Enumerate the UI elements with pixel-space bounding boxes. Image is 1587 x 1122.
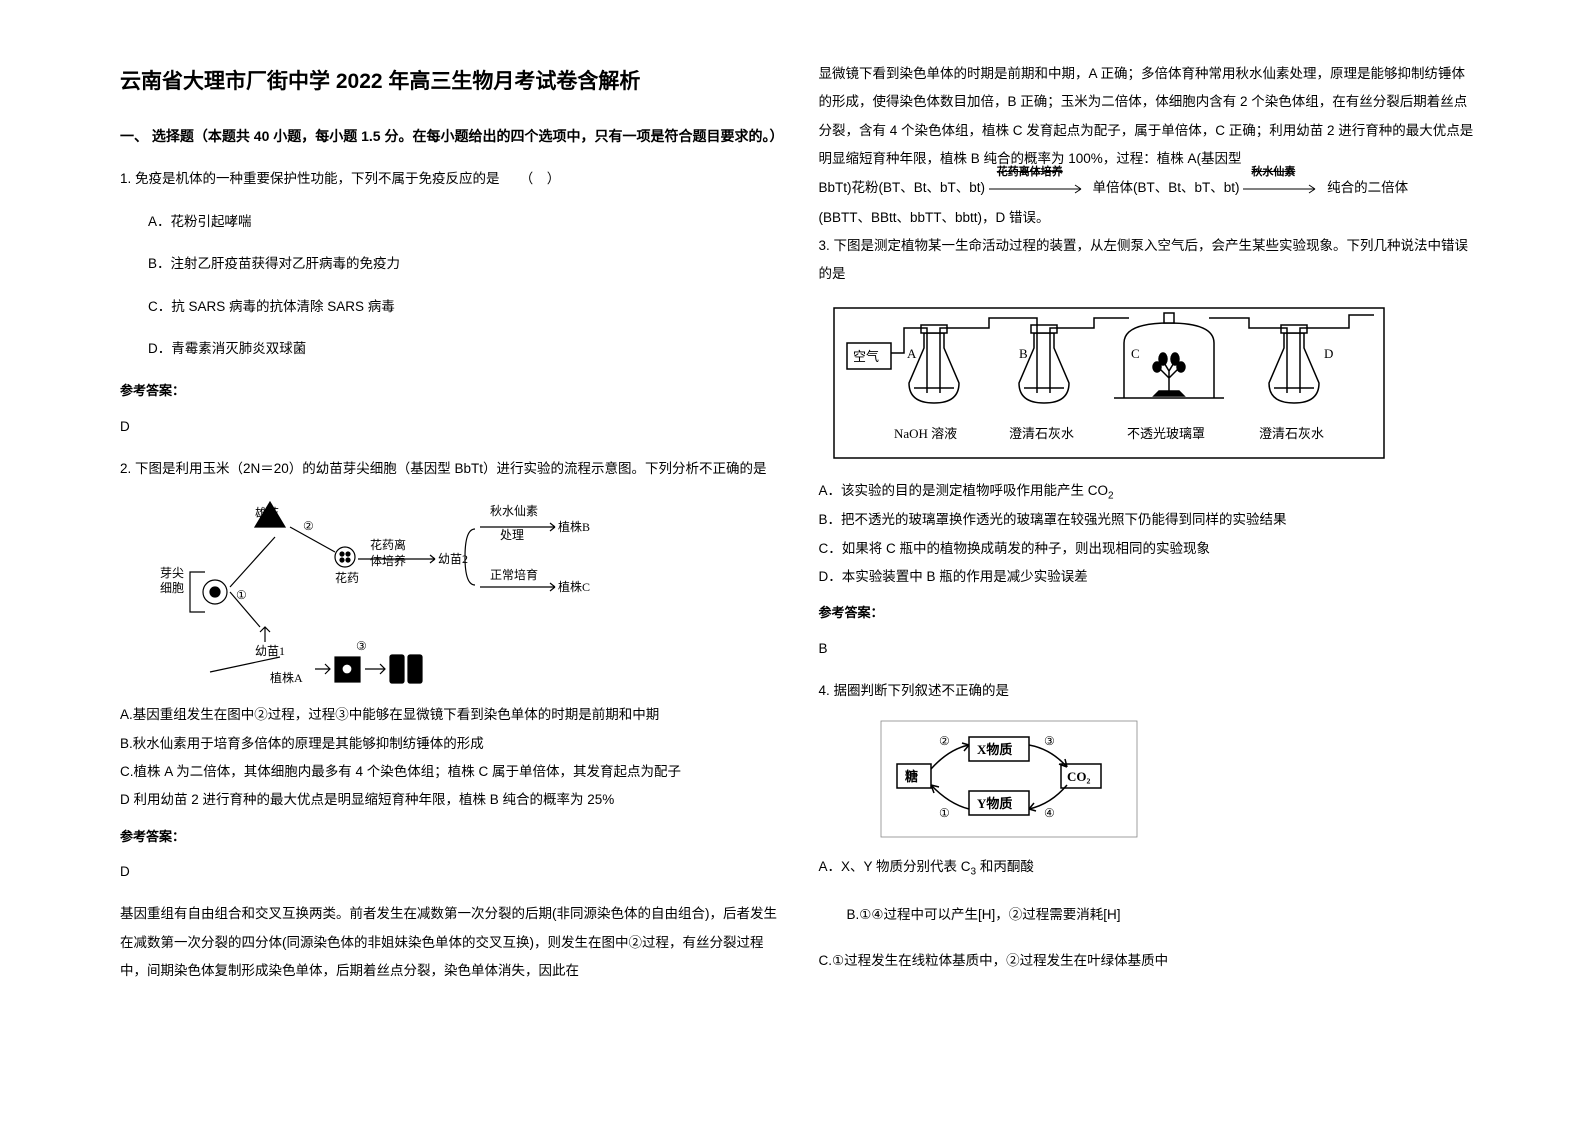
fig-label-chuli: 处理 — [500, 528, 524, 542]
fig4-n1: ① — [939, 806, 950, 820]
q3-answer-label: 参考答案： — [819, 599, 1478, 626]
fig3-D: D — [1324, 346, 1333, 361]
q2-option-c: C.植株 A 为二倍体，其体细胞内最多有 4 个染色体组；植株 C 属于单倍体，… — [120, 758, 779, 786]
fig-label-tipeiyang: 体培养 — [370, 553, 406, 568]
fig4-co2: CO₂ — [1067, 769, 1091, 784]
fig3-naoh: NaOH 溶液 — [894, 426, 957, 441]
q3-option-d: D．本实验装置中 B 瓶的作用是减少实验误差 — [819, 563, 1478, 591]
fig-label-youmiao2: 幼苗2 — [438, 552, 468, 566]
fig4-n2: ② — [939, 734, 950, 748]
q3-text: 3. 下图是测定植物某一生命活动过程的装置，从左侧泵入空气后，会产生某些实验现象… — [819, 232, 1478, 289]
q2-answer-label: 参考答案： — [120, 823, 779, 850]
q3-apparatus-figure: 空气 A B C D NaOH 溶液 澄清石灰水 不透光玻璃罩 澄清石灰水 — [829, 303, 1478, 463]
fig-label-yajian: 芽尖 — [160, 566, 184, 580]
q2-answer: D — [120, 858, 779, 886]
left-column: 云南省大理市厂街中学 2022 年高三生物月考试卷含解析 一、 选择题（本题共 … — [100, 60, 799, 1062]
fig-label-zhengchang: 正常培育 — [490, 567, 538, 582]
right-column: 显微镜下看到染色单体的时期是前期和中期，A 正确；多倍体育种常用秋水仙素处理，原… — [799, 60, 1498, 1062]
q1-option-b: B．注射乙肝疫苗获得对乙肝病毒的免疫力 — [148, 250, 779, 278]
q2-option-a: A.基因重组发生在图中②过程，过程③中能够在显微镜下看到染色单体的时期是前期和中… — [120, 701, 779, 729]
q3-answer: B — [819, 635, 1478, 663]
q4-a-end: 和丙酮酸 — [976, 859, 1034, 874]
q3-option-b: B．把不透光的玻璃罩换作透光的玻璃罩在较强光照下仍能得到同样的实验结果 — [819, 506, 1478, 534]
q2-explanation-2e: (BBTT、BBtt、bbTT、bbtt)，D 错误。 — [819, 204, 1478, 232]
fig3-A: A — [907, 346, 917, 361]
question-2: 2. 下图是利用玉米（2N＝20）的幼苗芽尖细胞（基因型 BbTt）进行实验的流… — [120, 455, 779, 985]
q2-option-d: D 利用幼苗 2 进行育种的最大优点是明显缩短育种年限，植株 B 纯合的概率为 … — [120, 786, 779, 814]
q1-answer: D — [120, 413, 779, 441]
q2-option-b: B.秋水仙素用于培育多倍体的原理是其能够抑制纺锤体的形成 — [120, 730, 779, 758]
q2-flowchart-figure: 芽尖 细胞 ① 幼苗1 植株A ③ 雄花 ② 花药 花药离 体培养 幼苗2 秋水… — [160, 497, 779, 687]
fig3-C: C — [1131, 346, 1140, 361]
q1-option-d: D．青霉素消灭肺炎双球菌 — [148, 335, 779, 363]
question-1: 1. 免疫是机体的一种重要保护性功能，下列不属于免疫反应的是 （ ） A．花粉引… — [120, 165, 779, 440]
question-4: 4. 据圈判断下列叙述不正确的是 X物质 Y物质 — [819, 677, 1478, 976]
fig-label-xibao: 细胞 — [160, 581, 184, 595]
q2-explanation-2a: 显微镜下看到染色单体的时期是前期和中期，A 正确；多倍体育种常用秋水仙素处理，原… — [819, 60, 1478, 173]
fig3-B: B — [1019, 346, 1028, 361]
question-3: 3. 下图是测定植物某一生命活动过程的装置，从左侧泵入空气后，会产生某些实验现象… — [819, 232, 1478, 663]
section-1-header: 一、 选择题（本题共 40 小题，每小题 1.5 分。在每小题给出的四个选项中，… — [120, 122, 779, 151]
fig-label-youmiao1: 幼苗1 — [255, 644, 285, 658]
q2-explanation-2-arrows: BbTt)花粉(BT、Bt、bT、bt) 花药离体培养 单倍体(BT、Bt、bT… — [819, 173, 1478, 203]
fig-label-zhizhuc: 植株C — [558, 579, 590, 594]
q1-option-a: A．花粉引起哮喘 — [148, 208, 779, 236]
q4-text: 4. 据圈判断下列叙述不正确的是 — [819, 677, 1478, 705]
q2-expl-2d: 纯合的二倍体 — [1327, 180, 1408, 195]
fig-label-qiushuixiansu: 秋水仙素 — [490, 504, 538, 518]
fig-label-huayaoli: 花药离 — [370, 537, 406, 552]
q3-option-c: C．如果将 C 瓶中的植物换成萌发的种子，则出现相同的实验现象 — [819, 535, 1478, 563]
fig3-chengqing1: 澄清石灰水 — [1009, 426, 1074, 441]
fig-label-n3: ③ — [356, 639, 367, 653]
fig4-n3: ③ — [1044, 734, 1055, 748]
fig-label-n2: ② — [303, 519, 314, 533]
fig-label-zhizhua: 植株A — [270, 670, 303, 685]
fig-label-zhizhub: 植株B — [558, 519, 590, 534]
q1-option-c: C．抗 SARS 病毒的抗体清除 SARS 病毒 — [148, 293, 779, 321]
q2-arrow1-label: 花药离体培养 — [997, 160, 1063, 184]
fig-label-n1: ① — [236, 588, 247, 602]
q2-explanation-1: 基因重组有自由组合和交叉互换两类。前者发生在减数第一次分裂的后期(非同源染色体的… — [120, 900, 779, 985]
fig3-chengqing2: 澄清石灰水 — [1259, 426, 1324, 441]
q2-expl-2c: 单倍体(BT、Bt、bT、bt) — [1093, 180, 1240, 195]
q3-a-text: A．该实验的目的是测定植物呼吸作用能产生 CO — [819, 483, 1109, 498]
q4-option-a: A．X、Y 物质分别代表 C3 和丙酮酸 — [819, 853, 1478, 883]
q4-a-text: A．X、Y 物质分别代表 C — [819, 859, 971, 874]
q4-option-b: B.①④过程中可以产生[H]，②过程需要消耗[H] — [847, 901, 1478, 929]
q2-expl-2b: BbTt)花粉(BT、Bt、bT、bt) — [819, 180, 986, 195]
q1-answer-label: 参考答案： — [120, 377, 779, 404]
fig3-kongqi: 空气 — [853, 349, 879, 364]
fig3-butouguang: 不透光玻璃罩 — [1127, 426, 1205, 441]
fig4-xwuzhi: X物质 — [977, 742, 1012, 757]
fig-label-huayao: 花药 — [335, 570, 359, 585]
q3-a-sub: 2 — [1108, 490, 1114, 501]
fig4-tang: 糖 — [905, 769, 918, 784]
fig4-n4: ④ — [1044, 806, 1055, 820]
fig4-ywuzhi: Y物质 — [977, 796, 1012, 811]
q1-text: 1. 免疫是机体的一种重要保护性功能，下列不属于免疫反应的是 （ ） — [120, 165, 779, 193]
q3-option-a: A．该实验的目的是测定植物呼吸作用能产生 CO2 — [819, 477, 1478, 507]
q2-text: 2. 下图是利用玉米（2N＝20）的幼苗芽尖细胞（基因型 BbTt）进行实验的流… — [120, 455, 779, 483]
document-title: 云南省大理市厂街中学 2022 年高三生物月考试卷含解析 — [120, 60, 779, 104]
q4-option-c: C.①过程发生在线粒体基质中，②过程发生在叶绿体基质中 — [819, 947, 1478, 975]
q4-diagram-figure: X物质 Y物质 糖 CO₂ ② ③ ④ ① — [879, 719, 1478, 839]
fig-label-xionghua: 雄花 — [255, 505, 279, 520]
q2-arrow2-label: 秋水仙素 — [1251, 160, 1295, 184]
